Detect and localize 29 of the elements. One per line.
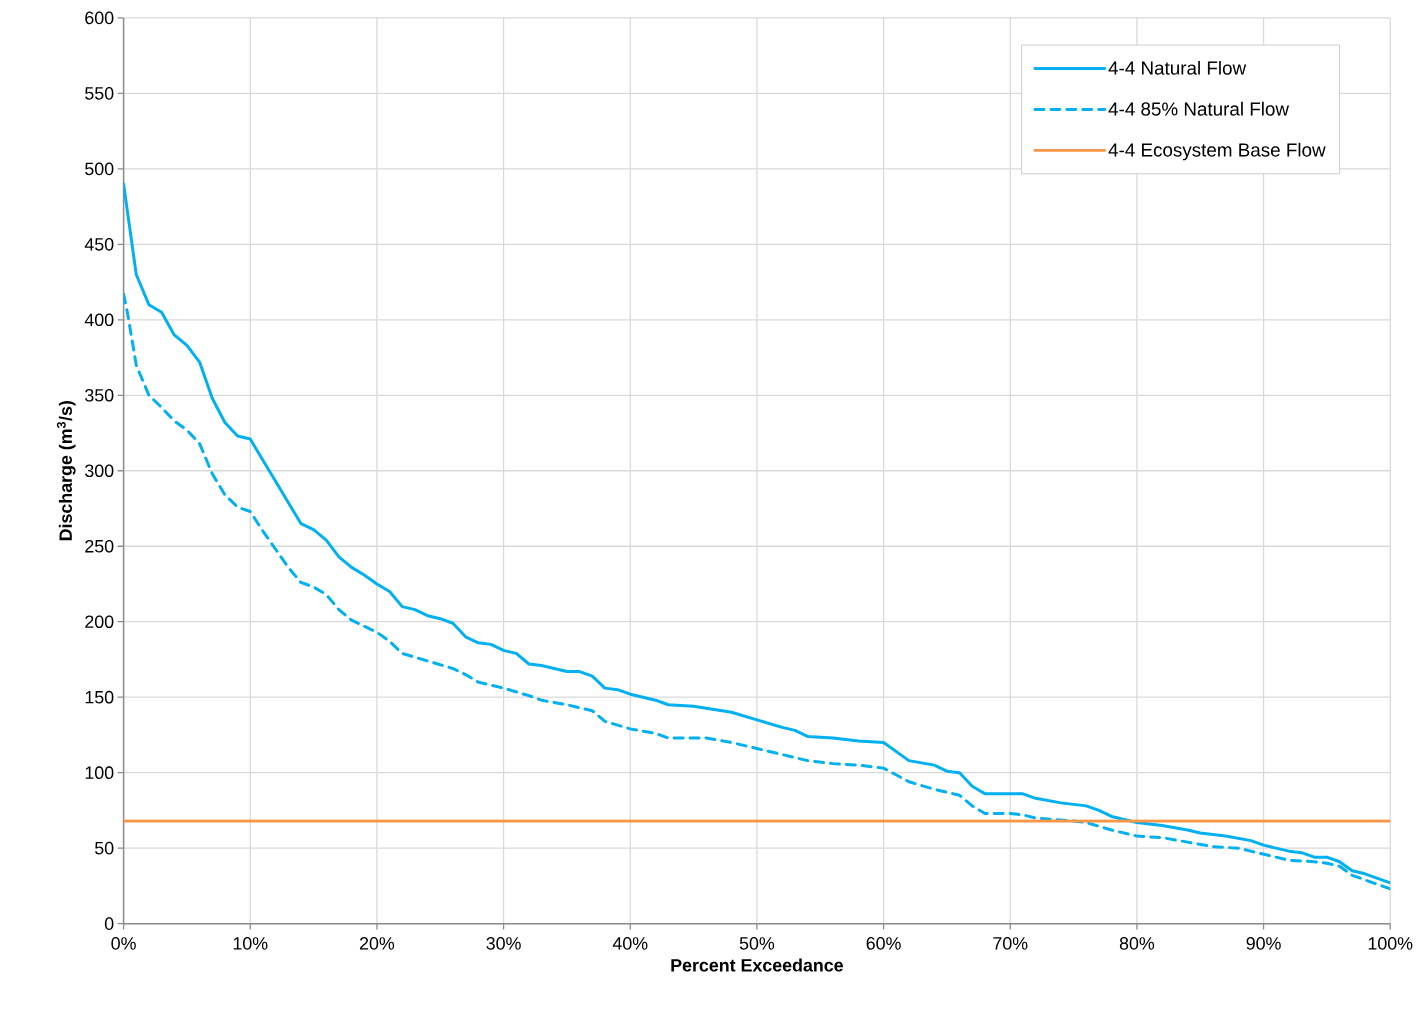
y-tick-label: 200 [85, 615, 114, 628]
x-tick-label: 20% [359, 937, 395, 950]
x-tick-label: 70% [993, 937, 1028, 950]
y-tick-label: 350 [85, 388, 114, 402]
y-tick-label: 150 [85, 690, 114, 704]
x-axis-title: Percent Exceedance [671, 958, 843, 972]
y-tick-label: 550 [85, 87, 114, 100]
y-tick-label: 450 [84, 237, 114, 251]
legend-label: 4-4 85% Natural Flow [1108, 101, 1290, 116]
y-tick-label: 500 [85, 162, 114, 176]
x-tick-label: 80% [1119, 937, 1155, 950]
x-tick-label: 10% [233, 937, 268, 950]
legend-label: 4-4 Ecosystem Base Flow [1108, 142, 1326, 161]
x-tick-label: 40% [612, 937, 648, 950]
y-tick-label: 400 [84, 313, 114, 327]
legend-label: 4-4 Natural Flow [1108, 60, 1247, 75]
y-tick-label: 100 [85, 766, 114, 779]
x-tick-label: 100% [1368, 937, 1413, 950]
y-tick-label: 50 [95, 841, 114, 855]
x-tick-label: 50% [739, 937, 775, 950]
y-tick-label: 300 [85, 464, 114, 478]
x-tick-label: 30% [486, 937, 521, 950]
y-tick-label: 600 [85, 11, 114, 25]
y-tick-label: 250 [85, 539, 114, 553]
y-tick-label: 0 [104, 917, 114, 930]
x-tick-label: 60% [866, 937, 901, 950]
y-axis-title: Discharge (m$^{3}$/s) [56, 401, 76, 541]
x-tick-label: 90% [1246, 937, 1281, 950]
x-tick-label: 0% [111, 937, 136, 950]
